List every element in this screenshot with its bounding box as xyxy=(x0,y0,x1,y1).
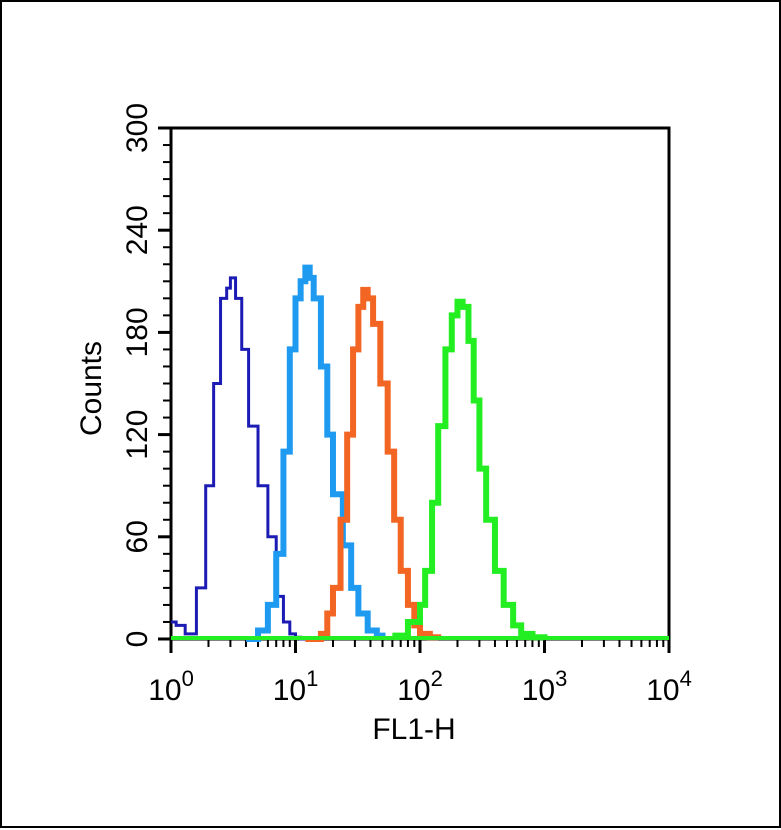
x-tick-base: 10 xyxy=(397,674,430,707)
histogram-series-4 xyxy=(392,298,548,641)
x-axis-title: FL1-H xyxy=(372,713,455,746)
x-tick-label: 103 xyxy=(522,666,568,707)
x-tick-exponent: 1 xyxy=(306,666,318,691)
x-tick-label: 102 xyxy=(397,666,443,707)
y-axis-title: Counts xyxy=(75,341,108,436)
histogram-series-3 xyxy=(305,286,442,642)
y-tick-label: 120 xyxy=(121,410,154,460)
plot-frame xyxy=(169,126,671,641)
histogram-series-1 xyxy=(171,276,306,641)
x-tick-exponent: 3 xyxy=(555,666,567,691)
histogram-series-2 xyxy=(245,264,386,642)
y-tick-label: 180 xyxy=(121,307,154,357)
y-tick-label: 240 xyxy=(121,205,154,255)
x-tick-base: 10 xyxy=(522,674,555,707)
y-tick-label: 300 xyxy=(121,103,154,153)
x-tick-label: 104 xyxy=(646,666,692,707)
x-tick-base: 10 xyxy=(273,674,306,707)
x-tick-exponent: 2 xyxy=(431,666,443,691)
x-tick-label: 101 xyxy=(273,666,319,707)
x-tick-base: 10 xyxy=(148,674,181,707)
x-tick-base: 10 xyxy=(646,674,679,707)
y-tick-label: 0 xyxy=(121,631,154,648)
x-tick-exponent: 0 xyxy=(182,666,194,691)
y-tick-label: 60 xyxy=(121,520,154,553)
x-tick-exponent: 4 xyxy=(680,666,692,691)
x-tick-label: 100 xyxy=(148,666,194,707)
